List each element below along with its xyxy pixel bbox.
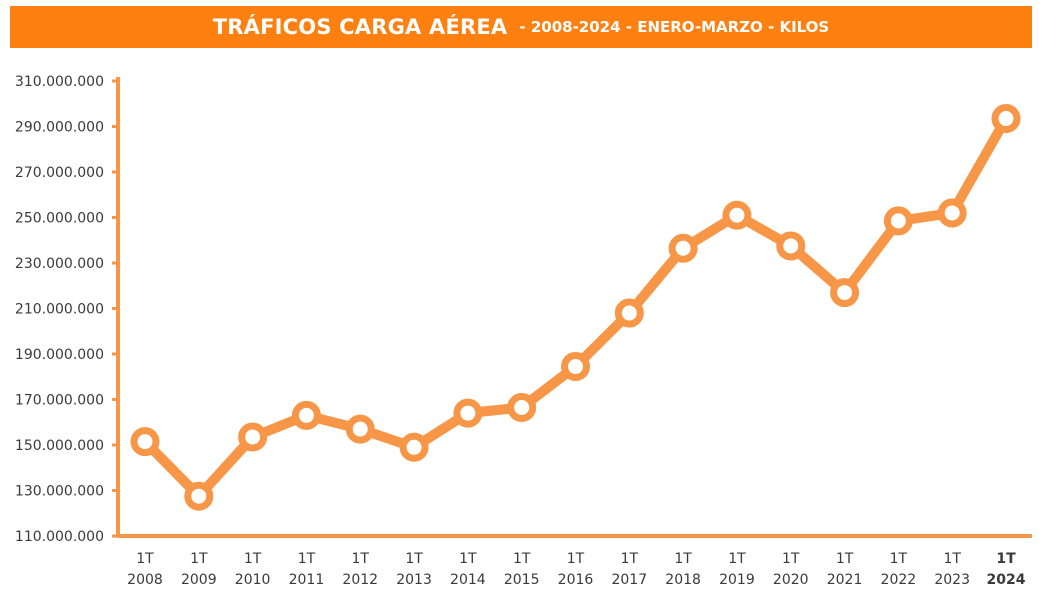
data-point <box>291 400 321 430</box>
data-point <box>830 278 860 308</box>
y-tick-label: 310.000.000 <box>15 74 104 90</box>
x-tick-label-quarter: 1T <box>513 551 531 567</box>
x-tick-label-quarter: 1T <box>190 551 208 567</box>
x-tick-label-year: 2009 <box>181 572 217 588</box>
x-tick-label-quarter: 1T <box>621 551 639 567</box>
data-point <box>238 422 268 452</box>
y-tick-label: 130.000.000 <box>15 484 104 500</box>
x-tick-label-year: 2024 <box>987 572 1026 588</box>
y-tick-label: 190.000.000 <box>15 347 104 363</box>
x-tick-label-quarter: 1T <box>352 551 370 567</box>
x-tick-label-quarter: 1T <box>674 551 692 567</box>
x-tick-label-quarter: 1T <box>943 551 961 567</box>
data-point <box>130 427 160 457</box>
data-point <box>937 198 967 228</box>
data-point <box>399 432 429 462</box>
x-tick-label-year: 2023 <box>934 572 970 588</box>
y-tick-label: 110.000.000 <box>15 529 104 545</box>
data-point <box>561 352 590 382</box>
y-tick-label: 170.000.000 <box>15 393 104 409</box>
x-tick-label-year: 2014 <box>450 572 486 588</box>
x-axis-ticks: 1T 2008 1T 2009 1T 2010 1T 2011 1T 2012 1T 2013 1T 20… <box>127 551 1026 588</box>
x-tick-label-quarter: 1T <box>298 551 316 567</box>
x-tick-label-year: 2008 <box>127 572 163 588</box>
x-tick-label-year: 2012 <box>342 572 378 588</box>
chart-title-bar: TRÁFICOS CARGA AÉREA - 2008-2024 - ENERO… <box>10 6 1032 48</box>
x-tick-label-year: 2011 <box>289 572 325 588</box>
x-tick-label-quarter: 1T <box>836 551 854 567</box>
x-tick-label-quarter: 1T <box>728 551 746 567</box>
x-tick-label-year: 2018 <box>665 572 701 588</box>
y-tick-label: 250.000.000 <box>15 211 104 227</box>
y-tick-label: 210.000.000 <box>15 302 104 318</box>
chart-subtitle: - 2008-2024 - ENERO-MARZO - KILOS <box>519 18 830 36</box>
y-tick-label: 230.000.000 <box>15 256 104 272</box>
x-tick-label-year: 2020 <box>773 572 809 588</box>
x-tick-label-quarter: 1T <box>244 551 262 567</box>
x-tick-label-quarter: 1T <box>890 551 908 567</box>
y-tick-label: 290.000.000 <box>15 120 104 136</box>
x-tick-label-quarter: 1T <box>405 551 423 567</box>
x-tick-label-year: 2016 <box>558 572 594 588</box>
x-tick-label-quarter: 1T <box>782 551 800 567</box>
data-series <box>130 104 1021 511</box>
data-point <box>345 414 375 444</box>
x-tick-label-year: 2013 <box>396 572 432 588</box>
series-line <box>140 113 1011 502</box>
x-tick-label-quarter: 1T <box>136 551 154 567</box>
x-tick-label-year: 2017 <box>611 572 647 588</box>
data-point <box>668 233 698 263</box>
data-point <box>722 200 752 230</box>
data-point <box>453 398 483 428</box>
x-tick-label-quarter: 1T <box>567 551 585 567</box>
x-tick-label-year: 2010 <box>235 572 271 588</box>
data-point <box>614 298 644 328</box>
data-point <box>776 231 806 261</box>
x-tick-label-year: 2019 <box>719 572 755 588</box>
x-tick-label-year: 2015 <box>504 572 540 588</box>
x-tick-label-quarter: 1T <box>459 551 477 567</box>
data-point <box>883 206 913 236</box>
y-tick-label: 270.000.000 <box>15 165 104 181</box>
y-axis-ticks: 110.000.000 130.000.000 150.000.000 170.000… <box>15 74 118 545</box>
x-tick-label-year: 2022 <box>881 572 917 588</box>
x-tick-label-quarter: 1T <box>996 551 1016 567</box>
x-tick-label-year: 2021 <box>827 572 863 588</box>
y-tick-label: 150.000.000 <box>15 438 104 454</box>
chart-title: TRÁFICOS CARGA AÉREA <box>212 15 508 39</box>
data-point <box>507 392 537 422</box>
chart-axes <box>116 77 1032 538</box>
data-point <box>991 104 1021 134</box>
data-point <box>184 481 214 511</box>
